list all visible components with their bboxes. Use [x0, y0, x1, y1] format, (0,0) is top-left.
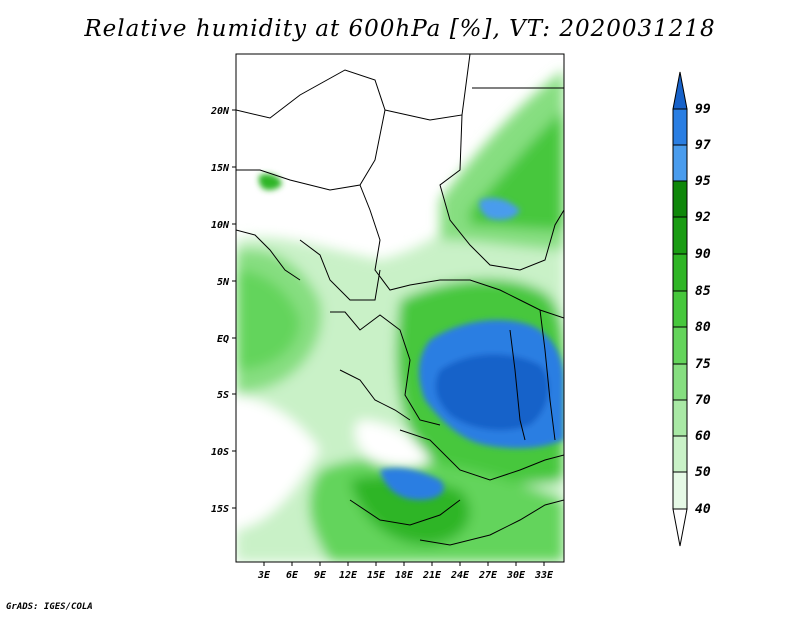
colorbar-bin	[672, 363, 688, 401]
lat-label: EQ	[217, 334, 229, 345]
colorbar-bin	[672, 435, 688, 473]
colorbar-label: 80	[695, 320, 711, 335]
lat-label: 5S	[217, 390, 229, 401]
colorbar-label: 97	[695, 138, 711, 153]
colorbar-label: 90	[695, 247, 711, 262]
country-borders	[236, 54, 564, 546]
colorbar-label: 75	[695, 357, 711, 372]
lon-label: 21E	[422, 570, 442, 581]
colorbar-label: 40	[695, 502, 711, 517]
humidity-field	[236, 54, 564, 562]
lat-label: 15S	[211, 504, 229, 515]
lon-label: 9E	[314, 570, 327, 581]
lon-label: 24E	[450, 570, 470, 581]
software-credit: GrADS: IGES/COLA	[6, 602, 93, 612]
longitude-axis: 3E 6E 9E 12E 15E 18E 21E 24E 27E 30E 33E	[257, 562, 554, 581]
lat-label: 10S	[211, 447, 229, 458]
colorbar-bin	[672, 216, 688, 255]
colorbar-bin	[672, 326, 688, 365]
colorbar-bin	[672, 399, 688, 437]
colorbar-bin	[672, 108, 688, 146]
colorbar-top-arrow	[672, 71, 688, 110]
colorbar-bin	[672, 290, 688, 328]
colorbar-label: 50	[695, 465, 711, 480]
lat-label: 5N	[217, 277, 230, 288]
latitude-axis: 20N 15N 10N 5N EQ 5S 10S 15S	[210, 106, 236, 515]
colorbar-label: 99	[695, 102, 711, 117]
lon-label: 6E	[286, 570, 299, 581]
colorbar-label: 95	[695, 174, 711, 189]
lon-label: 30E	[506, 570, 526, 581]
colorbar-bin	[672, 180, 688, 218]
colorbar-bin	[672, 253, 688, 292]
lon-label: 15E	[367, 570, 386, 581]
lat-label: 15N	[211, 163, 230, 174]
lon-label: 18E	[395, 570, 414, 581]
lon-label: 3E	[257, 570, 271, 581]
colorbar-label: 60	[695, 429, 711, 444]
lon-label: 12E	[339, 570, 358, 581]
lon-label: 27E	[478, 570, 498, 581]
map-frame	[235, 53, 565, 563]
lat-label: 10N	[211, 220, 230, 231]
colorbar-bin	[672, 471, 688, 510]
colorbar-label: 92	[695, 210, 711, 225]
colorbar-label: 85	[695, 284, 711, 299]
lon-label: 33E	[534, 570, 554, 581]
page-title: Relative humidity at 600hPa [%], VT: 202…	[84, 16, 716, 42]
lat-label: 20N	[210, 106, 230, 117]
colorbar-bottom-arrow	[672, 508, 688, 547]
colorbar-bin	[672, 144, 688, 182]
colorbar-label: 70	[695, 393, 711, 408]
colorbar-legend: 99 97 95 92 90 85 80 75 70 60 50 40	[672, 71, 711, 547]
